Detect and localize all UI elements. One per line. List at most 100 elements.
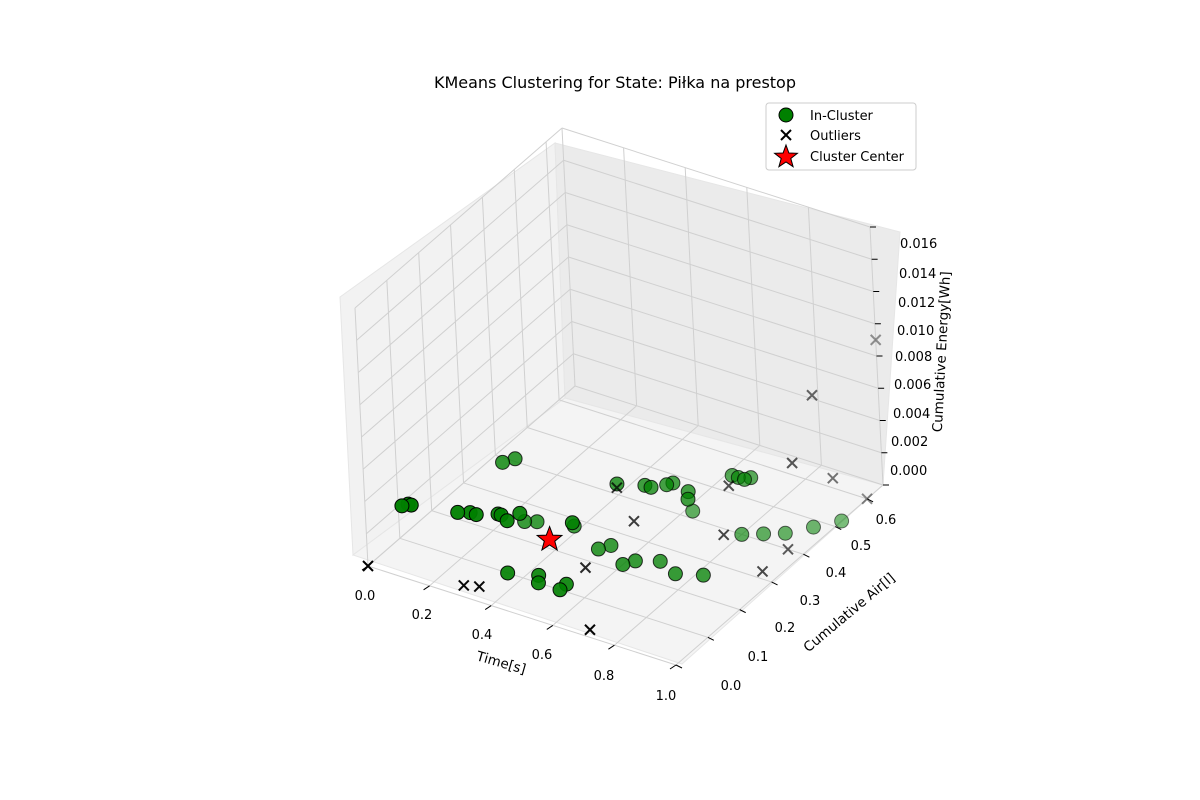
outlier-point: [869, 334, 882, 346]
in-cluster-point: [680, 491, 696, 507]
in-cluster-point: [659, 477, 675, 493]
outlier-point: [584, 624, 596, 636]
legend-marker-outliers: [780, 129, 792, 141]
y-tick-mark: [771, 581, 778, 586]
x-tick-mark: [484, 605, 492, 611]
in-cluster-point: [734, 526, 750, 542]
gridline: [558, 399, 868, 500]
in-cluster-point: [609, 476, 625, 492]
x-tick-mark: [669, 664, 677, 670]
gridline: [569, 288, 879, 389]
outlier-point: [473, 580, 486, 593]
y-tick-label: 0.1: [748, 650, 769, 665]
in-cluster-point: [736, 471, 752, 487]
x-tick-label: 1.0: [656, 689, 677, 704]
gridline: [495, 454, 804, 555]
gridline: [362, 288, 571, 470]
in-cluster-point: [590, 541, 606, 557]
data-points: [362, 334, 882, 636]
gridline: [354, 127, 563, 309]
gridline: [566, 224, 876, 325]
outlier-point: [362, 560, 374, 572]
y-tick-mark: [739, 609, 746, 614]
z-tick-label: 0.016: [900, 237, 937, 252]
in-cluster-point: [529, 514, 545, 530]
x-tick-label: 0.0: [355, 589, 376, 604]
chart-title: KMeans Clustering for State: Piłka na pr…: [434, 73, 796, 92]
x-tick-mark: [608, 644, 615, 650]
legend-label-outliers: Outliers: [810, 129, 861, 144]
in-cluster-point: [695, 567, 711, 583]
gridline: [367, 565, 677, 666]
gridline: [571, 321, 880, 421]
gridline: [357, 192, 566, 373]
legend: In-Cluster Outliers Cluster Center: [765, 102, 917, 171]
y-tick-mark: [803, 553, 810, 558]
outlier-point: [723, 480, 735, 492]
x-tick-label: 0.4: [472, 628, 493, 643]
in-cluster-point: [552, 582, 568, 598]
outlier-point: [458, 579, 470, 592]
gridline: [568, 256, 877, 357]
gridline: [563, 159, 872, 260]
in-cluster-point: [450, 504, 466, 520]
in-cluster-point: [603, 537, 619, 553]
z-tick-label: 0.006: [894, 378, 931, 393]
in-cluster-point: [777, 525, 793, 541]
gridline: [490, 425, 699, 606]
legend-label-center: Cluster Center: [810, 150, 905, 165]
gridline: [614, 464, 822, 646]
gridline: [364, 321, 573, 502]
x-tick-label: 0.8: [594, 669, 615, 684]
in-cluster-point: [652, 553, 668, 569]
legend-frame: [765, 102, 917, 171]
y-tick-label: 0.2: [775, 621, 796, 636]
x-tick-label: 0.2: [412, 608, 433, 623]
in-cluster-point: [468, 507, 484, 523]
outlier-point: [756, 565, 769, 578]
outlier-point: [861, 493, 873, 505]
in-cluster-point: [499, 513, 515, 529]
x-tick-labels: 0.0 0.2 0.4 0.6 0.8 1.0: [355, 589, 677, 704]
z-tick-label: 0.008: [895, 350, 932, 365]
gridline: [574, 385, 884, 486]
in-cluster-point: [756, 526, 772, 542]
in-cluster-point: [495, 454, 511, 470]
in-cluster-point: [394, 498, 410, 514]
outlier-point: [786, 457, 798, 469]
in-cluster-point: [627, 553, 643, 569]
gridline: [527, 427, 836, 528]
in-cluster-point: [512, 505, 528, 521]
x-tick-mark: [546, 624, 554, 630]
y-tick-label: 0.6: [876, 513, 897, 528]
cluster-center-point: [535, 525, 564, 552]
z-tick-label: 0.014: [899, 267, 936, 282]
z-tick-label: 0.000: [890, 464, 927, 479]
y-tick-label: 0.4: [826, 566, 847, 581]
outlier-point: [628, 515, 640, 527]
y-tick-label: 0.5: [851, 539, 872, 554]
y-axis-label: Cumulative Air[l]: [801, 570, 899, 656]
y-tick-labels: 0.0 0.1 0.2 0.3 0.4 0.5 0.6: [721, 513, 897, 694]
legend-label-in-cluster: In-Cluster: [810, 109, 874, 124]
in-cluster-point: [834, 513, 850, 529]
outlier-point: [611, 482, 623, 494]
in-cluster-point: [643, 479, 659, 495]
y-tick-label: 0.3: [800, 594, 821, 609]
in-cluster-point: [564, 515, 580, 531]
in-cluster-point: [615, 556, 631, 572]
z-tick-label: 0.010: [897, 324, 934, 339]
gridline: [361, 256, 569, 438]
outlier-point: [718, 529, 730, 541]
z-tick-label: 0.012: [898, 296, 935, 311]
gridline: [429, 405, 637, 587]
legend-marker-in-cluster: [778, 107, 794, 123]
z-tick-labels: 0.000 0.002 0.004 0.006 0.008 0.010 0.01…: [890, 237, 937, 479]
gridline: [675, 484, 884, 666]
in-cluster-point: [530, 575, 546, 591]
in-cluster-point: [500, 565, 516, 581]
gridline: [573, 353, 882, 454]
gridline: [359, 224, 568, 406]
